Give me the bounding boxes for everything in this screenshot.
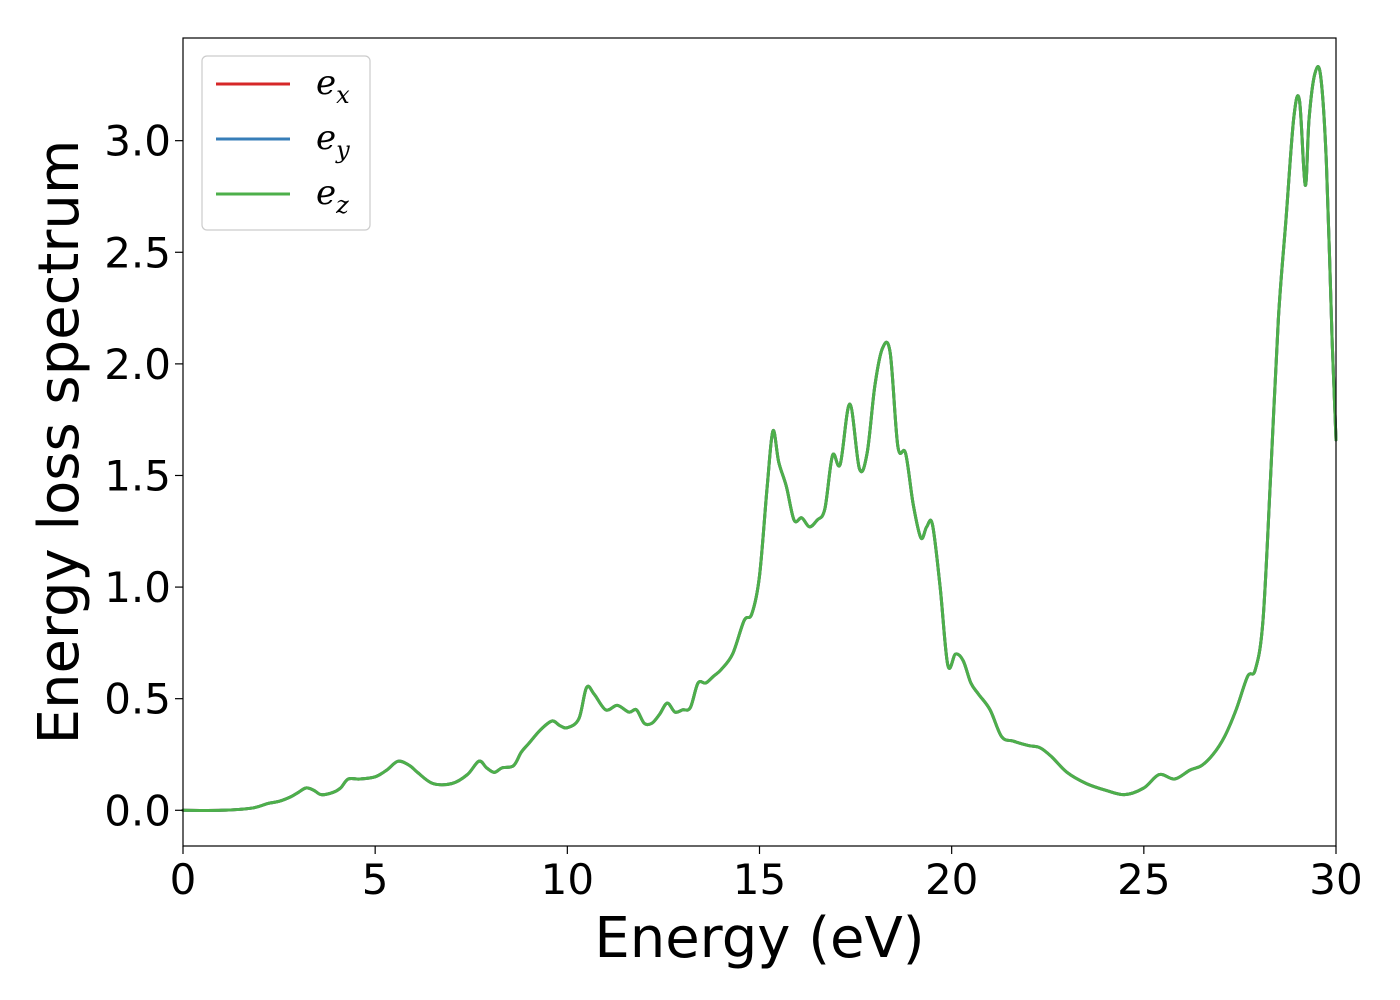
y-tick-label: 0.0 [104,786,171,835]
y-axis-ticks: 0.0 0.5 1.0 1.5 2.0 2.5 3.0 [104,117,183,835]
x-tick-label: 20 [925,855,978,904]
y-axis-label: Energy loss spectrum [27,140,92,745]
legend-label: ez [316,173,349,219]
series-layer [181,65,1338,812]
y-tick-label: 0.5 [104,675,171,724]
y-tick-label: 1.5 [104,451,171,500]
y-tick-label: 2.5 [104,228,171,277]
series-line-e-z [181,65,1338,812]
y-tick-label: 3.0 [104,117,171,166]
x-axis-ticks: 0 5 10 15 20 25 30 [170,846,1363,904]
x-axis-label: Energy (eV) [594,906,924,971]
x-tick-label: 25 [1117,855,1170,904]
y-tick-label: 1.0 [104,563,171,612]
legend-box [201,55,371,231]
x-tick-label: 15 [733,855,786,904]
x-tick-label: 30 [1309,855,1362,904]
x-tick-label: 10 [541,855,594,904]
x-tick-label: 5 [362,855,389,904]
y-tick-label: 2.0 [104,340,171,389]
legend-item-e-z: ez [216,173,349,219]
x-tick-label: 0 [170,855,197,904]
